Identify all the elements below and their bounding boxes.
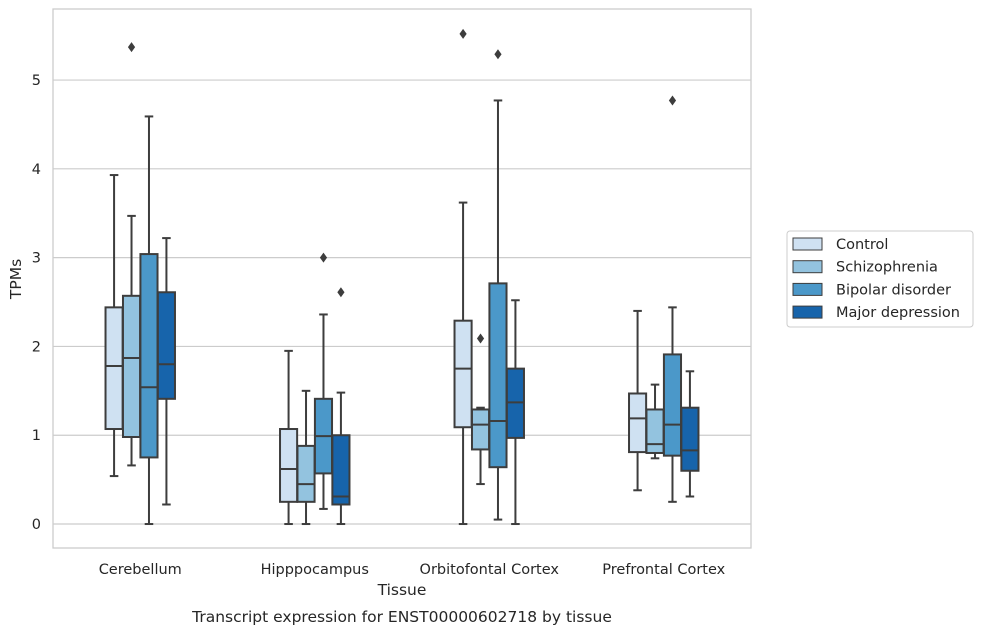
y-tick-label: 4 — [32, 162, 41, 178]
outlier-point — [668, 95, 677, 106]
box-group — [121, 42, 142, 467]
box — [331, 434, 351, 506]
y-tick-labels: 0 1 2 3 4 5 — [32, 73, 41, 533]
y-tick-label: 5 — [32, 73, 41, 89]
box-group — [453, 28, 473, 526]
box — [628, 392, 648, 454]
box — [139, 253, 159, 459]
y-tick-label: 2 — [32, 339, 41, 355]
legend: Control Schizophrenia Bipolar disorder Majo… — [786, 230, 974, 328]
box — [121, 294, 142, 439]
box-group — [296, 389, 316, 526]
box-group — [156, 237, 176, 506]
legend-label: Major depression — [836, 305, 960, 321]
legend-label: Bipolar disorder — [836, 282, 951, 298]
legend-swatch — [792, 260, 823, 274]
legend-label: Control — [836, 237, 888, 253]
outlier-point — [127, 42, 136, 53]
legend-label: Schizophrenia — [836, 260, 938, 276]
y-tick-label: 3 — [32, 251, 41, 267]
box — [662, 353, 683, 457]
x-tick-label: Prefrontal Cortex — [602, 562, 725, 578]
box-group — [680, 370, 700, 498]
outlier-point — [459, 28, 467, 39]
box-group — [488, 49, 508, 521]
box-group — [331, 287, 351, 526]
box-group — [628, 309, 648, 492]
legend-frame — [786, 230, 974, 328]
x-tick-labels: Cerebellum Hipppocampus Orbitofontal Corte… — [99, 562, 726, 578]
x-tick-label: Hipppocampus — [261, 562, 369, 578]
box — [488, 282, 508, 469]
y-axis-label: TPMs — [7, 259, 25, 300]
box — [156, 291, 176, 400]
box — [680, 406, 700, 472]
box — [296, 444, 316, 503]
box-group — [505, 299, 525, 526]
legend-swatch — [792, 237, 823, 251]
box-layer — [104, 28, 700, 526]
legend-swatch — [792, 282, 823, 296]
outlier-point — [319, 252, 328, 263]
outlier-point — [494, 49, 502, 60]
x-tick-label: Cerebellum — [99, 562, 182, 578]
box-group — [279, 349, 299, 526]
box — [104, 306, 124, 431]
chart-caption: Transcript expression for ENST0000060271… — [191, 608, 612, 626]
box — [279, 428, 299, 503]
x-tick-label: Orbitofontal Cortex — [420, 562, 560, 578]
box-group — [104, 174, 124, 478]
box-group — [645, 383, 665, 460]
x-axis-label: Tissue — [377, 581, 427, 599]
outlier-point — [337, 287, 345, 298]
box — [470, 408, 491, 451]
box-group — [139, 115, 159, 526]
plot-frame — [52, 8, 752, 549]
box — [453, 319, 473, 429]
box-group — [662, 95, 683, 503]
box-group — [313, 252, 334, 510]
legend-swatch — [792, 305, 823, 319]
y-tick-label: 0 — [32, 517, 41, 533]
box — [645, 408, 665, 454]
y-tick-label: 1 — [32, 428, 41, 444]
box-group — [470, 333, 491, 486]
outlier-point — [476, 333, 485, 344]
